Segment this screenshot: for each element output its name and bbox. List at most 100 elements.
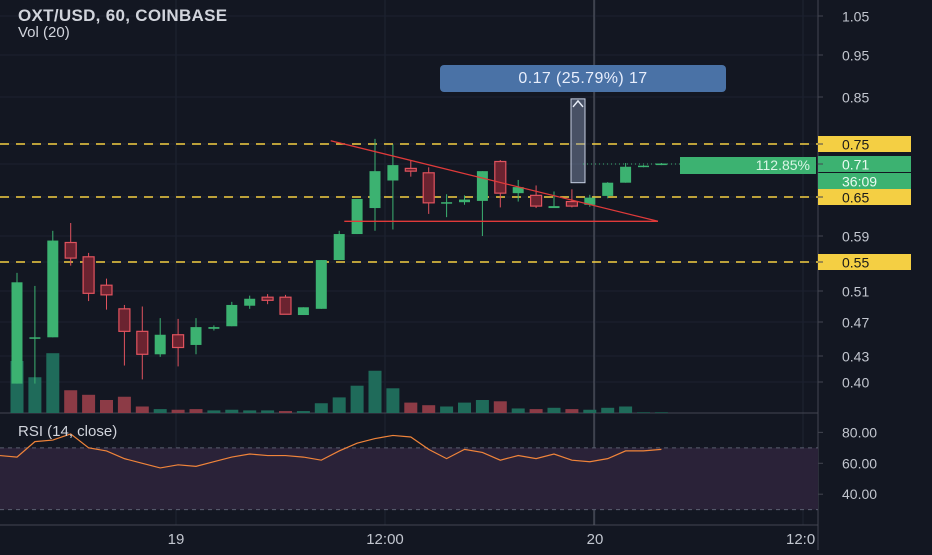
rsi-tick-label: 40.00 — [842, 486, 877, 502]
level-price-label-bg — [818, 136, 911, 152]
candle-body — [261, 296, 274, 301]
candle-body — [548, 206, 560, 209]
symbol-title[interactable]: OXT/USD, 60, COINBASE — [18, 6, 228, 25]
level-price-label-bg — [818, 254, 911, 270]
candle-body — [459, 199, 470, 203]
candle — [404, 160, 417, 177]
candle — [47, 230, 59, 338]
volume-bar — [440, 406, 454, 413]
rsi-legend[interactable]: RSI (14, close) — [18, 423, 118, 440]
candle — [638, 165, 649, 168]
candle — [387, 144, 399, 230]
volume-bar — [386, 388, 400, 413]
candle — [261, 294, 274, 305]
percent-change-tag: 112.85% — [680, 157, 816, 174]
candle — [279, 294, 292, 315]
volume-bar — [529, 409, 543, 413]
time-tick-label: 19 — [168, 531, 185, 548]
candle — [565, 189, 579, 208]
candle — [136, 306, 149, 380]
candle-body — [208, 327, 220, 329]
volume-bar — [350, 385, 364, 413]
candle-body — [315, 260, 327, 309]
candle-body — [369, 171, 381, 209]
candle — [620, 163, 632, 183]
level-price-label: 0.75 — [842, 137, 869, 153]
candle — [494, 160, 507, 208]
candle — [297, 307, 309, 316]
price-tick-label: 0.85 — [842, 90, 869, 106]
candle — [459, 195, 470, 205]
candle-body — [584, 197, 596, 205]
volume-bar — [28, 377, 42, 413]
rsi-pane: 80.00 60.00 40.00 — [0, 424, 877, 511]
candle-body — [638, 165, 649, 168]
volume-bar — [314, 403, 328, 413]
time-tick-label: 20 — [587, 531, 604, 548]
volume-bar — [368, 370, 382, 413]
candle-body — [529, 194, 543, 207]
candle-body — [11, 282, 23, 384]
measure-tooltip: 0.17 (25.79%) 17 — [440, 65, 726, 92]
volume-bar — [189, 409, 203, 413]
price-tick-label: 0.47 — [842, 315, 869, 331]
candle — [82, 252, 95, 302]
candle-body — [226, 304, 238, 327]
price-axis[interactable]: 1.05 0.95 0.85 0.75 0.71 0.65 0.59 0.55 0.51 0.47… — [818, 9, 911, 391]
countdown-label: 36:09 — [842, 174, 877, 190]
volume-bar — [422, 405, 436, 413]
drawings[interactable] — [330, 98, 818, 222]
candle-body — [47, 240, 59, 338]
candle — [118, 304, 131, 366]
candle — [602, 182, 614, 199]
candle-body — [29, 337, 41, 339]
candle — [100, 278, 113, 310]
volume-bar — [46, 353, 60, 413]
candle — [11, 272, 23, 384]
candle-body — [154, 334, 166, 355]
candle-body — [244, 298, 256, 306]
volume-bar — [619, 406, 633, 413]
rsi-band — [0, 447, 818, 510]
current-price-label: 0.71 — [842, 157, 869, 173]
volume-bar — [261, 410, 275, 413]
candle — [244, 295, 256, 309]
level-price-label: 0.65 — [842, 190, 869, 206]
candle — [422, 167, 435, 214]
volume-bar — [243, 410, 257, 413]
candle-body — [422, 172, 435, 204]
volume-bar — [153, 409, 167, 413]
volume-bar — [404, 402, 418, 413]
time-axis[interactable]: 19 12:00 20 12:0 — [168, 531, 816, 548]
candle — [548, 191, 560, 209]
candle — [172, 318, 185, 367]
price-tick-label: 0.95 — [842, 48, 869, 64]
candle — [226, 301, 238, 327]
horizontal-levels[interactable] — [0, 143, 818, 263]
volume-bar — [565, 409, 579, 413]
volume-bar — [171, 409, 185, 413]
candle-body — [655, 163, 667, 166]
candle — [208, 325, 220, 331]
volume-bar — [458, 402, 471, 413]
candle-body — [565, 200, 579, 207]
trendline-upper — [330, 140, 659, 222]
measure-arrow-icon — [572, 99, 584, 108]
candle-body — [82, 256, 95, 294]
time-tick-label: 12:0 — [786, 531, 815, 548]
volume-bar — [493, 401, 507, 413]
volume-bar — [332, 397, 346, 413]
volume-bar — [601, 407, 615, 413]
candle-body — [172, 334, 185, 349]
candle — [29, 285, 41, 384]
volume-bar — [82, 394, 96, 413]
price-tick-label: 0.43 — [842, 349, 869, 365]
candle-body — [279, 296, 292, 315]
candle — [351, 198, 363, 235]
volume-legend[interactable]: Vol (20) — [18, 24, 70, 41]
candle-body — [100, 284, 113, 296]
candle-body — [190, 327, 202, 345]
volume-bar — [225, 409, 239, 413]
